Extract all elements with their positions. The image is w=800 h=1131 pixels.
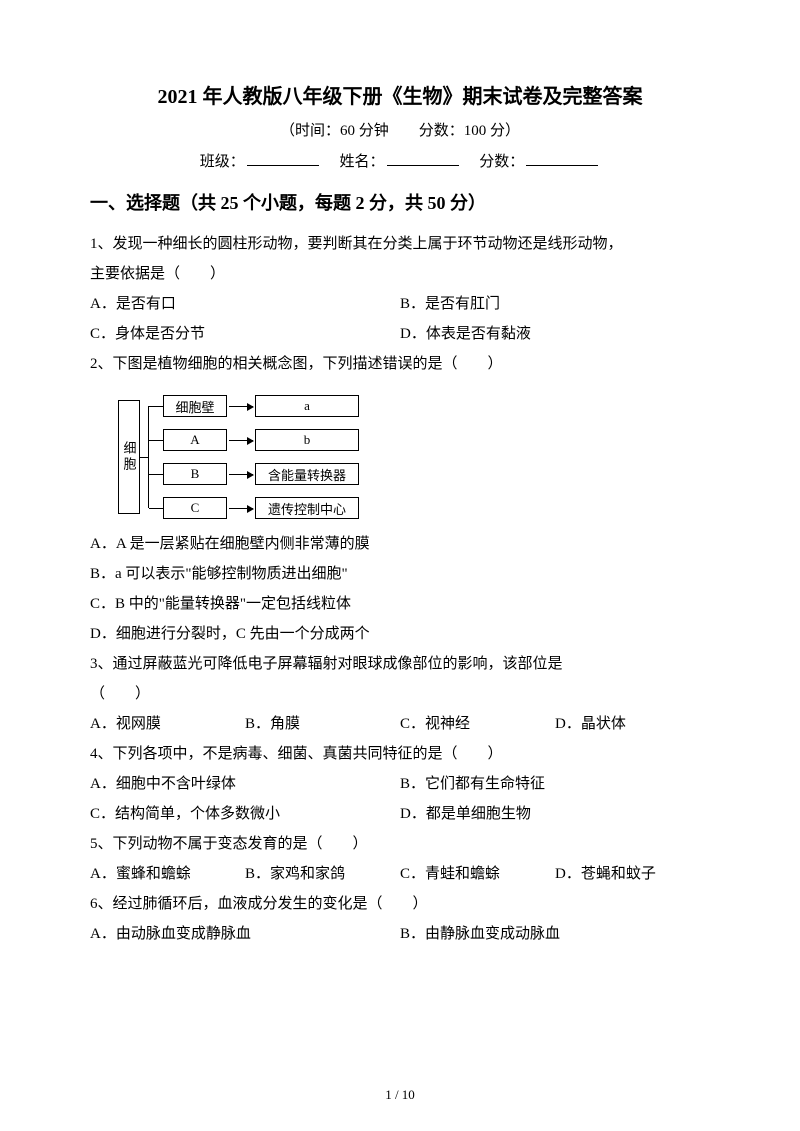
- q6-options: A．由动脉血变成静脉血 B．由静脉血变成动脉血: [90, 919, 710, 949]
- q1-stem-line2: 主要依据是（ ）: [90, 259, 710, 289]
- score-blank[interactable]: [526, 150, 598, 166]
- q3-stem-line1: 3、通过屏蔽蓝光可降低电子屏幕辐射对眼球成像部位的影响，该部位是: [90, 649, 710, 679]
- q5-options: A．蜜蜂和蟾蜍 B．家鸡和家鸽 C．青蛙和蟾蜍 D．苍蝇和蚊子: [90, 859, 710, 889]
- arrow-icon: [229, 440, 253, 441]
- dia-r1: a: [255, 395, 359, 417]
- q5-opt-d: D．苍蝇和蚊子: [555, 859, 710, 889]
- q3-stem-line2: （ ）: [90, 679, 710, 709]
- q2-stem: 2、下图是植物细胞的相关概念图，下列描述错误的是（ ）: [90, 349, 710, 379]
- q6-opt-a: A．由动脉血变成静脉血: [90, 919, 400, 949]
- q4-opt-d: D．都是单细胞生物: [400, 799, 710, 829]
- class-label: 班级：: [200, 154, 245, 170]
- score-label: 分数：: [479, 154, 524, 170]
- q2-diagram: 细胞 细胞壁 a A b B: [118, 389, 710, 525]
- q6-stem: 6、经过肺循环后，血液成分发生的变化是（ ）: [90, 889, 710, 919]
- q5-stem: 5、下列动物不属于变态发育的是（ ）: [90, 829, 710, 859]
- q3-opt-b: B．角膜: [245, 709, 400, 739]
- arrow-icon: [229, 474, 253, 475]
- q4-opt-a: A．细胞中不含叶绿体: [90, 769, 400, 799]
- q2-opt-a: A．A 是一层紧贴在细胞壁内侧非常薄的膜: [90, 529, 710, 559]
- q4-options-row1: A．细胞中不含叶绿体 B．它们都有生命特征: [90, 769, 710, 799]
- dia-b2: A: [163, 429, 227, 451]
- q1-options-row2: C．身体是否分节 D．体表是否有黏液: [90, 319, 710, 349]
- dia-r4: 遗传控制中心: [255, 497, 359, 519]
- page-title: 2021 年人教版八年级下册《生物》期末试卷及完整答案: [90, 80, 710, 109]
- q2-opt-b: B．a 可以表示"能够控制物质进出细胞": [90, 559, 710, 589]
- name-blank[interactable]: [387, 150, 459, 166]
- page-subtitle: （时间：60 分钟 分数：100 分）: [90, 119, 710, 140]
- q3-opt-c: C．视神经: [400, 709, 555, 739]
- class-blank[interactable]: [247, 150, 319, 166]
- exam-page: 2021 年人教版八年级下册《生物》期末试卷及完整答案 （时间：60 分钟 分数…: [0, 0, 800, 1131]
- q1-opt-d: D．体表是否有黏液: [400, 319, 710, 349]
- q1-opt-a: A．是否有口: [90, 289, 400, 319]
- q3-options: A．视网膜 B．角膜 C．视神经 D．晶状体: [90, 709, 710, 739]
- q6-opt-b: B．由静脉血变成动脉血: [400, 919, 710, 949]
- q5-opt-c: C．青蛙和蟾蜍: [400, 859, 555, 889]
- name-label: 姓名：: [339, 154, 384, 170]
- dia-root-box: 细胞: [118, 400, 140, 514]
- q5-opt-b: B．家鸡和家鸽: [245, 859, 400, 889]
- arrow-icon: [229, 508, 253, 509]
- q1-options-row1: A．是否有口 B．是否有肛门: [90, 289, 710, 319]
- dia-b1: 细胞壁: [163, 395, 227, 417]
- q3-opt-a: A．视网膜: [90, 709, 245, 739]
- q1-opt-b: B．是否有肛门: [400, 289, 710, 319]
- page-number: 1 / 10: [0, 1087, 800, 1103]
- q4-opt-c: C．结构简单，个体多数微小: [90, 799, 400, 829]
- q4-stem: 4、下列各项中，不是病毒、细菌、真菌共同特征的是（ ）: [90, 739, 710, 769]
- dia-r2: b: [255, 429, 359, 451]
- q1-opt-c: C．身体是否分节: [90, 319, 400, 349]
- section-heading: 一、选择题（共 25 个小题，每题 2 分，共 50 分）: [90, 189, 710, 215]
- q1-stem-line1: 1、发现一种细长的圆柱形动物，要判断其在分类上属于环节动物还是线形动物，: [90, 229, 710, 259]
- q4-options-row2: C．结构简单，个体多数微小 D．都是单细胞生物: [90, 799, 710, 829]
- dia-b4: C: [163, 497, 227, 519]
- q5-opt-a: A．蜜蜂和蟾蜍: [90, 859, 245, 889]
- info-line: 班级： 姓名： 分数：: [90, 150, 710, 171]
- dia-b3: B: [163, 463, 227, 485]
- dia-r3: 含能量转换器: [255, 463, 359, 485]
- arrow-icon: [229, 406, 253, 407]
- q2-opt-c: C．B 中的"能量转换器"一定包括线粒体: [90, 589, 710, 619]
- q4-opt-b: B．它们都有生命特征: [400, 769, 710, 799]
- q2-opt-d: D．细胞进行分裂时，C 先由一个分成两个: [90, 619, 710, 649]
- q3-opt-d: D．晶状体: [555, 709, 710, 739]
